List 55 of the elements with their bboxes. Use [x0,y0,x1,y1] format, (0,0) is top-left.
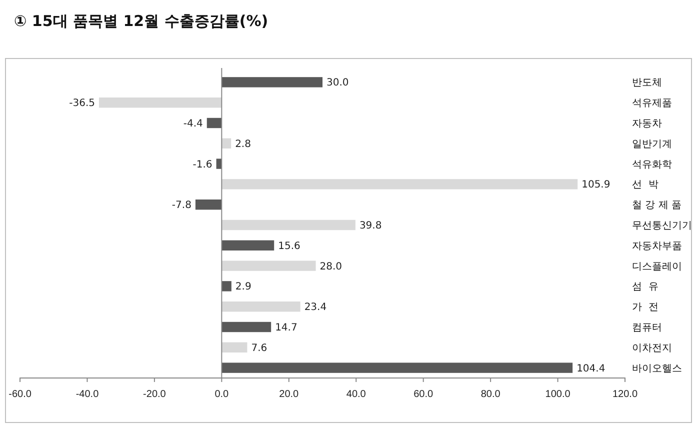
bar [222,302,300,312]
bar [195,200,222,210]
x-tick-label: 120.0 [612,389,638,400]
y-tick-label: 철 강 제 품 [632,200,682,212]
bar [222,322,272,332]
y-tick-label: 석유화학 [632,159,672,170]
y-tick-label: 자동차 [632,118,662,130]
y-tick-label: 디스플레이 [632,261,682,272]
x-tick-label: 80.0 [480,389,501,400]
data-label: 2.8 [235,138,251,150]
data-label: 2.9 [235,282,252,293]
bar [222,281,232,292]
x-tick-label: 0.0 [214,389,230,400]
data-label: -7.8 [172,200,192,212]
y-tick-label: 반도체 [632,78,662,89]
y-tick-label: 컴퓨터 [632,322,662,334]
bar [222,260,316,271]
x-tick-label: -60.0 [8,389,32,400]
x-tick-label: 100.0 [545,389,571,400]
y-tick-label: 무선통신기기 [632,220,692,232]
bar [222,240,274,250]
data-label: 30.0 [326,78,349,89]
bar [98,98,222,108]
data-label: 7.6 [251,342,268,354]
y-tick-label: 이차전지 [632,342,672,354]
data-label: 23.4 [304,302,327,314]
data-label: 28.0 [320,261,342,272]
x-tick-label: 20.0 [279,389,300,400]
y-tick-label: 일반기계 [632,138,672,150]
bar [222,138,232,148]
y-tick-label: 바이오헬스 [632,363,682,374]
x-tick-label: -20.0 [143,389,166,400]
data-label: 15.6 [278,240,300,252]
data-label: -1.6 [192,159,212,170]
bar [222,179,578,190]
bar [222,220,356,230]
y-tick-label: 석유제품 [632,98,672,110]
data-label: -4.4 [183,118,203,130]
x-tick-label: 60.0 [414,389,434,400]
y-tick-label: 가 전 [632,302,658,314]
data-label: -36.5 [69,98,95,110]
bar [222,342,248,352]
data-label: 105.9 [582,180,610,191]
chart-title: ① 15대 품목별 12월 수출증감률(%) [14,12,268,30]
data-label: 39.8 [359,220,382,232]
x-tick-label: -40.0 [76,389,100,400]
y-tick-label: 자동차부품 [632,240,682,252]
data-label: 14.7 [275,322,298,334]
y-tick-label: 선 박 [632,180,658,191]
bar [222,362,573,373]
y-tick-label: 섬 유 [632,282,658,293]
data-label: 104.4 [576,363,606,374]
bar [222,77,322,88]
x-tick-label: 40.0 [346,389,366,400]
bar [206,118,222,128]
